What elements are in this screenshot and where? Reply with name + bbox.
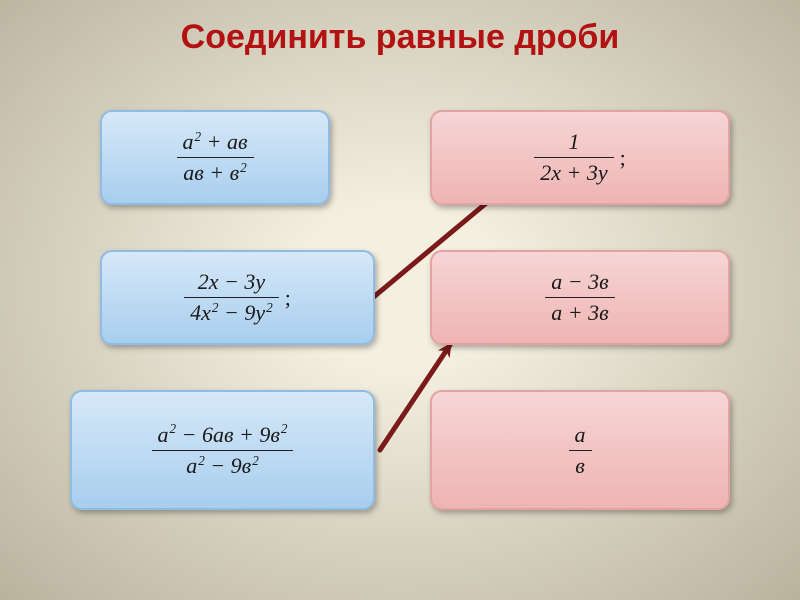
- fraction-numerator: a − 3в: [545, 269, 614, 297]
- fraction-card[interactable]: a − 3вa + 3в: [430, 250, 730, 345]
- fraction: a2 + aвaв + в2: [177, 129, 254, 187]
- slide-stage: Соединить равные дроби a2 + aвaв + в2 2x …: [0, 0, 800, 600]
- slide-title: Соединить равные дроби: [0, 18, 800, 57]
- fraction-denominator: 2x + 3y: [534, 157, 613, 186]
- fraction-denominator: aв + в2: [177, 157, 254, 186]
- fraction-numerator: a2 + aв: [177, 129, 254, 157]
- fraction-denominator: 4x2 − 9y2: [184, 297, 279, 326]
- fraction-denominator: в: [569, 450, 592, 479]
- fraction-numerator: 1: [534, 129, 613, 157]
- fraction-denominator: a2 − 9в2: [152, 450, 294, 479]
- fraction-denominator: a + 3в: [545, 297, 614, 326]
- fraction-card[interactable]: a2 − 6aв + 9в2a2 − 9в2: [70, 390, 375, 510]
- fraction-card[interactable]: aв: [430, 390, 730, 510]
- fraction-numerator: 2x − 3y: [184, 269, 279, 297]
- fraction-card[interactable]: 12x + 3y;: [430, 110, 730, 205]
- fraction-card[interactable]: 2x − 3y4x2 − 9y2;: [100, 250, 375, 345]
- semicolon: ;: [620, 145, 626, 170]
- fraction: a2 − 6aв + 9в2a2 − 9в2: [152, 421, 294, 479]
- fraction-numerator: a2 − 6aв + 9в2: [152, 421, 294, 449]
- fraction: 2x − 3y4x2 − 9y2: [184, 269, 279, 326]
- semicolon: ;: [285, 285, 291, 310]
- fraction: 12x + 3y: [534, 129, 613, 186]
- fraction: a − 3вa + 3в: [545, 269, 614, 326]
- fraction-card[interactable]: a2 + aвaв + в2: [100, 110, 330, 205]
- fraction: aв: [569, 422, 592, 479]
- fraction-numerator: a: [569, 422, 592, 450]
